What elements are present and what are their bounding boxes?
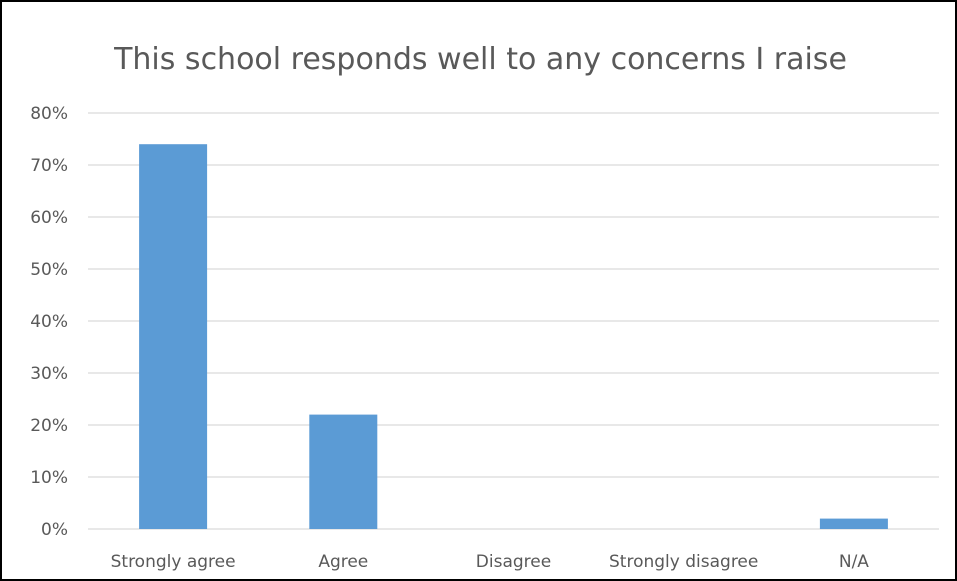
y-tick-label: 0%	[41, 520, 68, 540]
gridlines	[88, 112, 939, 530]
bar	[819, 518, 888, 529]
bars	[139, 144, 888, 529]
bar	[309, 414, 378, 529]
x-tick-label: Strongly agree	[111, 552, 236, 572]
y-tick-label: 60%	[30, 208, 68, 228]
y-tick-label: 40%	[30, 312, 68, 332]
y-tick-label: 20%	[30, 416, 68, 436]
y-tick-label: 80%	[30, 104, 68, 124]
y-axis-ticks: 0% 10% 20% 30% 40% 50% 60% 70% 80%	[30, 104, 68, 540]
x-tick-label: Agree	[318, 552, 368, 572]
y-tick-label: 10%	[30, 468, 68, 488]
x-tick-label: Strongly disagree	[609, 552, 758, 572]
bar	[139, 144, 208, 529]
y-tick-label: 30%	[30, 364, 68, 384]
y-tick-label: 70%	[30, 156, 68, 176]
chart-title: This school responds well to any concern…	[114, 42, 847, 77]
x-axis-ticks: Strongly agree Agree Disagree Strongly disa…	[111, 552, 870, 572]
y-tick-label: 50%	[30, 260, 68, 280]
x-tick-label: N/A	[839, 552, 869, 572]
x-tick-label: Disagree	[476, 552, 551, 572]
